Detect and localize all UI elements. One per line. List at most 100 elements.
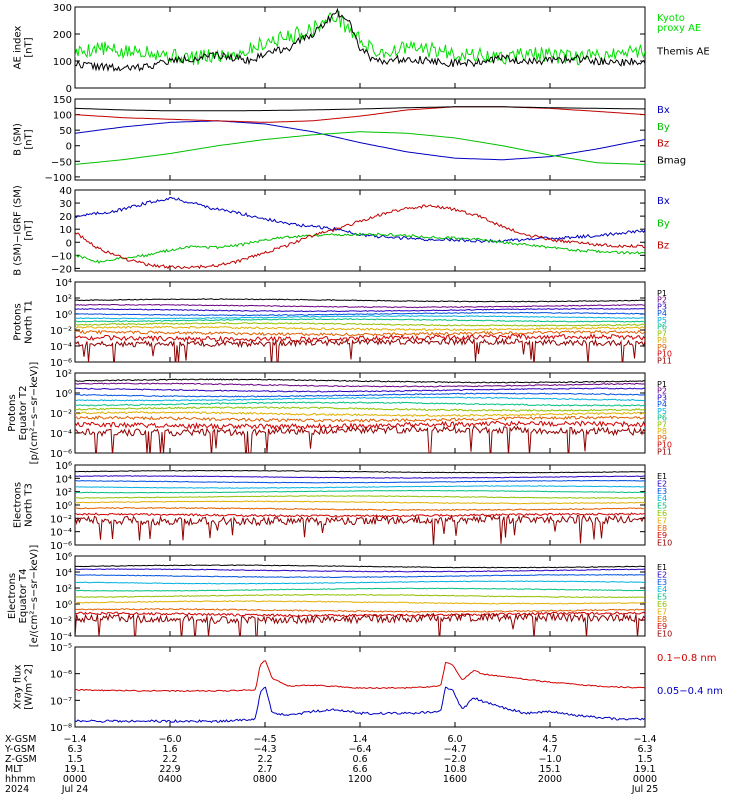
legend-entry: P10 xyxy=(657,350,672,359)
legend-line: E3 xyxy=(657,487,667,496)
legend-entry: P7 xyxy=(657,420,667,429)
channel-line-E5 xyxy=(75,587,645,592)
legend-entry: P9 xyxy=(657,343,667,352)
legend-line: Bx xyxy=(657,105,670,116)
y-tick-label: 40 xyxy=(59,186,72,197)
legend-line: P2 xyxy=(657,296,667,305)
y-tick-label: 10⁻⁵ xyxy=(50,643,72,654)
legend-line: E9 xyxy=(657,531,667,540)
y-tick-label: 10⁴ xyxy=(55,568,72,579)
channel-line-P2 xyxy=(75,303,645,309)
x-row-label: hhmm xyxy=(5,774,36,785)
legend-entry: Themis AE xyxy=(656,47,710,58)
x-row-value: −4.3 xyxy=(253,744,276,755)
x-row-value: 1600 xyxy=(443,774,467,785)
legend-entry: Kyoto proxy AE xyxy=(657,13,701,34)
legend-line: P5 xyxy=(657,316,667,325)
legend-line: E4 xyxy=(657,585,667,594)
legend-entry: P10 xyxy=(657,441,672,450)
legend-line: E7 xyxy=(657,607,667,616)
legend-entry: P5 xyxy=(657,316,667,325)
y-tick-label: 0 xyxy=(66,238,72,249)
legend-line: P11 xyxy=(657,356,672,365)
y-axis-label-line: [p/(cm²−s−sr−keV)] xyxy=(29,362,40,465)
y-tick-label: 0 xyxy=(66,142,72,153)
legend-line: P1 xyxy=(657,289,667,298)
channel-line-P7 xyxy=(75,322,645,327)
y-axis-label-line: [e/(cm²−s−sr−keV)] xyxy=(29,545,40,648)
channel-line-E2 xyxy=(75,475,645,479)
y-tick-label: 10⁻⁴ xyxy=(50,528,72,539)
legend-line: P8 xyxy=(657,427,667,436)
legend-line: E5 xyxy=(657,502,667,511)
x-row-label: X-GSM xyxy=(5,734,36,745)
legend-line: E5 xyxy=(657,593,667,602)
series-line-2 xyxy=(75,131,645,165)
legend-line: Bmag xyxy=(657,155,686,166)
legend-line: 0.05−0.4 nm xyxy=(657,686,723,697)
channel-line-E2 xyxy=(75,568,645,573)
legend-line: P6 xyxy=(657,323,667,332)
legend-line: Bx xyxy=(657,196,670,207)
legend-line: P5 xyxy=(657,407,667,416)
x-row-value: −4.5 xyxy=(253,734,276,745)
panel-3: 40 30 20 10 0 −10 −20 B (SM)−IGRF (SM)[nT] Bx By B… xyxy=(13,185,670,276)
y-axis-label-line: Equator T4 xyxy=(18,569,29,624)
y-tick-label: 10⁶ xyxy=(55,552,72,563)
y-axis-label-line: B (SM)−IGRF (SM) xyxy=(13,185,24,276)
plot-area xyxy=(75,106,645,165)
channel-line-E9 xyxy=(75,512,645,518)
y-tick-label: 10² xyxy=(55,294,72,305)
plot-area xyxy=(75,196,645,270)
legend-line: 0.1−0.8 nm xyxy=(657,653,716,664)
channel-line-P4 xyxy=(75,392,645,398)
y-axis-label: AE index[nT] xyxy=(13,26,35,70)
x-row-value: −1.0 xyxy=(538,754,561,765)
y-tick-label: 0 xyxy=(66,84,72,95)
y-axis-label-line: [nT] xyxy=(24,220,35,240)
legend-entry: P9 xyxy=(657,434,667,443)
legend-entry: P8 xyxy=(657,336,667,345)
channel-line-E5 xyxy=(75,489,645,494)
x-row-value: Jul 25 xyxy=(631,784,659,795)
channel-line-P5 xyxy=(75,315,645,320)
y-axis-label-line: Equator T2 xyxy=(18,386,29,441)
legend-entry: E9 xyxy=(657,622,667,631)
legend-entry: E6 xyxy=(657,509,667,518)
legend-line: E10 xyxy=(657,630,672,639)
x-row-value: 6.3 xyxy=(637,744,652,755)
legend-line: By xyxy=(657,122,670,133)
legend-entry: P6 xyxy=(657,323,667,332)
channel-line-P9 xyxy=(75,329,645,337)
legend-line: E2 xyxy=(657,479,667,488)
x-row-value: −2.0 xyxy=(443,754,466,765)
x-row-value: 0.6 xyxy=(352,754,367,765)
y-axis-label-line: North T3 xyxy=(24,483,35,527)
y-axis-label: ProtonsNorth T1 xyxy=(13,300,35,344)
y-tick-label: 10⁻⁸ xyxy=(50,723,72,734)
legend-entry: Bx xyxy=(657,105,670,116)
y-tick-label: 10⁻⁴ xyxy=(50,632,72,643)
x-row-value: 1.4 xyxy=(352,734,367,745)
series-line-3 xyxy=(75,204,645,270)
legend-entry: E7 xyxy=(657,607,667,616)
legend-line: Bz xyxy=(657,139,669,150)
legend-entry: E1 xyxy=(657,563,667,572)
legend-entry: E2 xyxy=(657,479,667,488)
legend-entry: P6 xyxy=(657,414,667,423)
y-axis-label-line: Xray flux xyxy=(13,665,24,710)
legend-entry: P2 xyxy=(657,296,667,305)
channel-line-P3 xyxy=(75,307,645,313)
series-line-3 xyxy=(75,106,645,123)
y-axis-label-line: [nT] xyxy=(24,37,35,57)
legend-line: P9 xyxy=(657,434,667,443)
channel-line-P2 xyxy=(75,382,645,388)
plot-area xyxy=(75,7,645,72)
channel-line-E6 xyxy=(75,593,645,599)
y-tick-label: 10² xyxy=(55,369,72,380)
y-tick-label: 10 xyxy=(59,225,72,236)
x-row-value: 0000 xyxy=(633,774,657,785)
panel-frame xyxy=(74,6,646,89)
legend-entry: E6 xyxy=(657,600,667,609)
legend-entry: P7 xyxy=(657,329,667,338)
